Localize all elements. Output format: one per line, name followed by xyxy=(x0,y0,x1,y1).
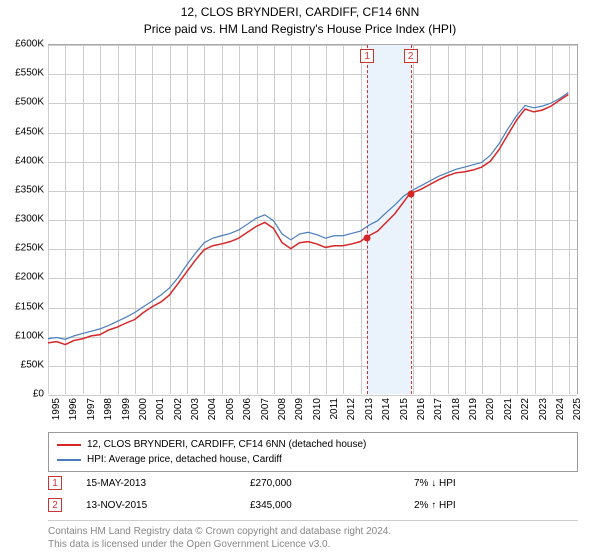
x-axis-label: 2015 xyxy=(399,398,410,428)
y-axis-label: £300K xyxy=(4,214,44,225)
sales-row: 1 15-MAY-2013£270,0007% ↓ HPI xyxy=(48,472,578,494)
x-axis-label: 2009 xyxy=(294,398,305,428)
x-axis-label: 1995 xyxy=(51,398,62,428)
x-axis-label: 2025 xyxy=(572,398,583,428)
y-axis-label: £50K xyxy=(4,359,44,370)
footer-line1: Contains HM Land Registry data © Crown c… xyxy=(48,525,578,538)
x-axis-label: 2023 xyxy=(538,398,549,428)
sales-row-marker: 2 xyxy=(48,498,62,512)
legend-item: 12, CLOS BRYNDERI, CARDIFF, CF14 6NN (de… xyxy=(57,437,569,452)
legend-swatch xyxy=(57,459,81,461)
x-axis-label: 2016 xyxy=(416,398,427,428)
sale-event-dot xyxy=(364,234,371,241)
sales-row-date: 13-NOV-2015 xyxy=(86,500,250,511)
x-axis-label: 1999 xyxy=(121,398,132,428)
footer-line2: This data is licensed under the Open Gov… xyxy=(48,538,578,551)
x-axis-label: 2007 xyxy=(260,398,271,428)
title-address: 12, CLOS BRYNDERI, CARDIFF, CF14 6NN xyxy=(0,4,600,21)
y-axis-label: £250K xyxy=(4,243,44,254)
sales-row-price: £270,000 xyxy=(250,478,414,489)
x-axis-label: 2021 xyxy=(503,398,514,428)
series-line-price_paid xyxy=(48,94,568,344)
plot-area: 12 xyxy=(48,44,578,394)
x-axis-label: 2004 xyxy=(207,398,218,428)
x-axis-label: 2011 xyxy=(329,398,340,428)
legend-item: HPI: Average price, detached house, Card… xyxy=(57,452,569,467)
x-axis-label: 2008 xyxy=(277,398,288,428)
series-line-hpi xyxy=(48,93,568,340)
title-subtitle: Price paid vs. HM Land Registry's House … xyxy=(0,21,600,38)
legend-swatch xyxy=(57,444,81,446)
y-axis-label: £0 xyxy=(4,389,44,400)
y-axis-label: £200K xyxy=(4,272,44,283)
sales-row-delta: 2% ↑ HPI xyxy=(414,500,578,511)
legend-box: 12, CLOS BRYNDERI, CARDIFF, CF14 6NN (de… xyxy=(48,432,578,472)
y-axis-label: £400K xyxy=(4,155,44,166)
sales-table: 1 15-MAY-2013£270,0007% ↓ HPI 2 13-NOV-2015… xyxy=(48,472,578,516)
title-block: 12, CLOS BRYNDERI, CARDIFF, CF14 6NN Pri… xyxy=(0,0,600,38)
footer: Contains HM Land Registry data © Crown c… xyxy=(48,520,578,551)
y-axis-label: £100K xyxy=(4,330,44,341)
y-axis-label: £350K xyxy=(4,184,44,195)
x-axis-label: 2012 xyxy=(346,398,357,428)
x-axis-label: 2000 xyxy=(138,398,149,428)
sales-row-price: £345,000 xyxy=(250,500,414,511)
x-axis-label: 2001 xyxy=(155,398,166,428)
y-axis-label: £450K xyxy=(4,126,44,137)
legend-label: HPI: Average price, detached house, Card… xyxy=(87,452,282,467)
x-axis-label: 2014 xyxy=(381,398,392,428)
x-axis-label: 1996 xyxy=(68,398,79,428)
x-axis-label: 2020 xyxy=(485,398,496,428)
gridline-h xyxy=(48,395,577,396)
x-axis-label: 2006 xyxy=(242,398,253,428)
y-axis-label: £150K xyxy=(4,301,44,312)
x-axis-label: 2010 xyxy=(312,398,323,428)
sales-row-marker: 1 xyxy=(48,476,62,490)
sales-row: 2 13-NOV-2015£345,0002% ↑ HPI xyxy=(48,494,578,516)
chart-container: 12, CLOS BRYNDERI, CARDIFF, CF14 6NN Pri… xyxy=(0,0,600,560)
sales-row-date: 15-MAY-2013 xyxy=(86,478,250,489)
series-svg xyxy=(48,45,577,394)
sales-row-delta: 7% ↓ HPI xyxy=(414,478,578,489)
x-axis-label: 2013 xyxy=(364,398,375,428)
x-axis-label: 2024 xyxy=(555,398,566,428)
x-axis-label: 2019 xyxy=(468,398,479,428)
x-axis-label: 2005 xyxy=(225,398,236,428)
x-axis-label: 2018 xyxy=(451,398,462,428)
y-axis-label: £550K xyxy=(4,68,44,79)
sale-event-dot xyxy=(407,190,414,197)
x-axis-label: 2017 xyxy=(433,398,444,428)
y-axis-label: £500K xyxy=(4,97,44,108)
x-axis-label: 2003 xyxy=(190,398,201,428)
x-axis-label: 2002 xyxy=(173,398,184,428)
chart-area: 12 £0£50K£100K£150K£200K£250K£300K£350K£… xyxy=(48,44,578,394)
x-axis-label: 1997 xyxy=(86,398,97,428)
legend-label: 12, CLOS BRYNDERI, CARDIFF, CF14 6NN (de… xyxy=(87,437,366,452)
x-axis-label: 1998 xyxy=(103,398,114,428)
x-axis-label: 2022 xyxy=(520,398,531,428)
y-axis-label: £600K xyxy=(4,39,44,50)
